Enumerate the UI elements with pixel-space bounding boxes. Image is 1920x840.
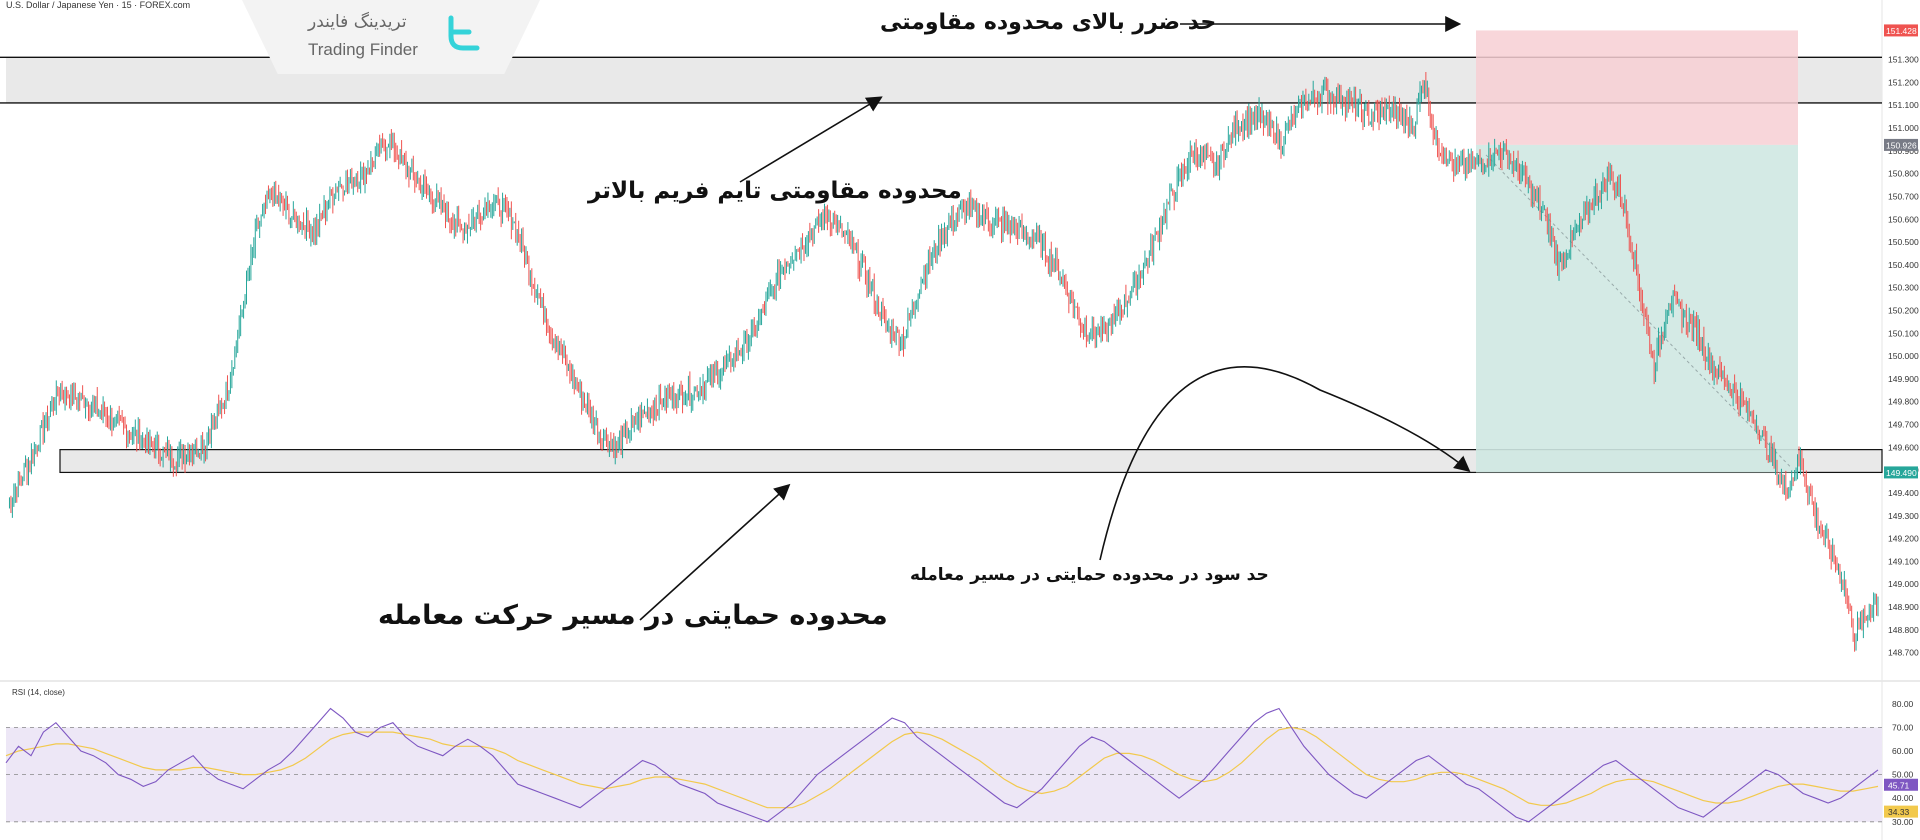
price-tick-label: 148.800	[1888, 625, 1919, 635]
price-tick-label: 151.000	[1888, 123, 1919, 133]
symbol-title[interactable]: U.S. Dollar / Japanese Yen · 15 · FOREX.…	[6, 0, 191, 10]
rsi-tick-label: 70.00	[1892, 722, 1914, 732]
price-tick-label: 151.300	[1888, 55, 1919, 65]
rsi-value-label: 34.33	[1888, 807, 1910, 817]
price-tick-label: 149.600	[1888, 442, 1919, 452]
rsi-value-badge[interactable]	[1884, 805, 1918, 818]
price-tick-label: 150.000	[1888, 351, 1919, 361]
price-badge-label: 150.926	[1886, 140, 1917, 150]
logo-banner	[242, 0, 540, 74]
price-badge-label: 149.490	[1886, 468, 1917, 478]
rsi-tick-label: 40.00	[1892, 793, 1914, 803]
price-badge[interactable]	[1884, 466, 1918, 479]
rsi-tick-label: 80.00	[1892, 699, 1914, 709]
price-tick-label: 149.300	[1888, 511, 1919, 521]
price-tick-label: 149.900	[1888, 374, 1919, 384]
rsi-ma-line	[5, 726, 1879, 809]
price-badge-label: 151.428	[1886, 26, 1917, 36]
price-badge[interactable]	[1884, 24, 1918, 37]
price-badge[interactable]	[1884, 138, 1918, 151]
price-tick-label: 150.400	[1888, 260, 1919, 270]
price-tick-label: 150.800	[1888, 169, 1919, 179]
price-tick-label: 150.500	[1888, 237, 1919, 247]
price-tick-label: 149.100	[1888, 556, 1919, 566]
trading-finder-logo-icon	[448, 15, 480, 51]
support-annotation: محدوده حمایتی در مسیر حرکت معامله	[378, 600, 888, 631]
price-tick-label: 149.000	[1888, 579, 1919, 589]
arrow-to-support	[639, 483, 791, 621]
price-tick-label: 149.200	[1888, 534, 1919, 544]
price-tick-label: 150.300	[1888, 283, 1919, 293]
price-tick-label: 150.600	[1888, 214, 1919, 224]
resistance-annotation: محدوده مقاومتی تایم فریم بالاتر	[588, 178, 962, 204]
price-tick-label: 151.100	[1888, 100, 1919, 110]
price-tick-label: 148.700	[1888, 648, 1919, 658]
rsi-value-badge[interactable]	[1884, 778, 1918, 791]
price-tick-label: 150.700	[1888, 191, 1919, 201]
stop-loss-box	[1476, 30, 1798, 145]
rsi-line	[5, 707, 1879, 823]
price-tick-label: 150.200	[1888, 305, 1919, 315]
arrow-to-resistance	[739, 96, 883, 183]
logo-text-fa: تریدینگ فایندر	[308, 12, 407, 32]
logo-text-en: Trading Finder	[308, 40, 418, 59]
take-profit-annotation: حد سود در محدوده حمایتی در مسیر معامله	[910, 565, 1269, 585]
price-tick-label: 150.100	[1888, 328, 1919, 338]
rsi-tick-label: 30.00	[1892, 817, 1914, 827]
rsi-title[interactable]: RSI (14, close)	[12, 688, 65, 697]
rsi-tick-label: 60.00	[1892, 746, 1914, 756]
rsi-tick-label: 50.00	[1892, 770, 1914, 780]
price-tick-label: 148.900	[1888, 602, 1919, 612]
price-tick-label: 149.700	[1888, 420, 1919, 430]
price-tick-label: 149.400	[1888, 488, 1919, 498]
arrow-to-take-profit	[1099, 366, 1471, 561]
price-tick-label: 151.200	[1888, 77, 1919, 87]
rsi-value-label: 45.71	[1888, 780, 1910, 790]
price-tick-label: 149.800	[1888, 397, 1919, 407]
stop-loss-annotation: حد ضرر بالای محدوده مقاومتی	[880, 10, 1217, 35]
support-zone	[59, 449, 1883, 474]
